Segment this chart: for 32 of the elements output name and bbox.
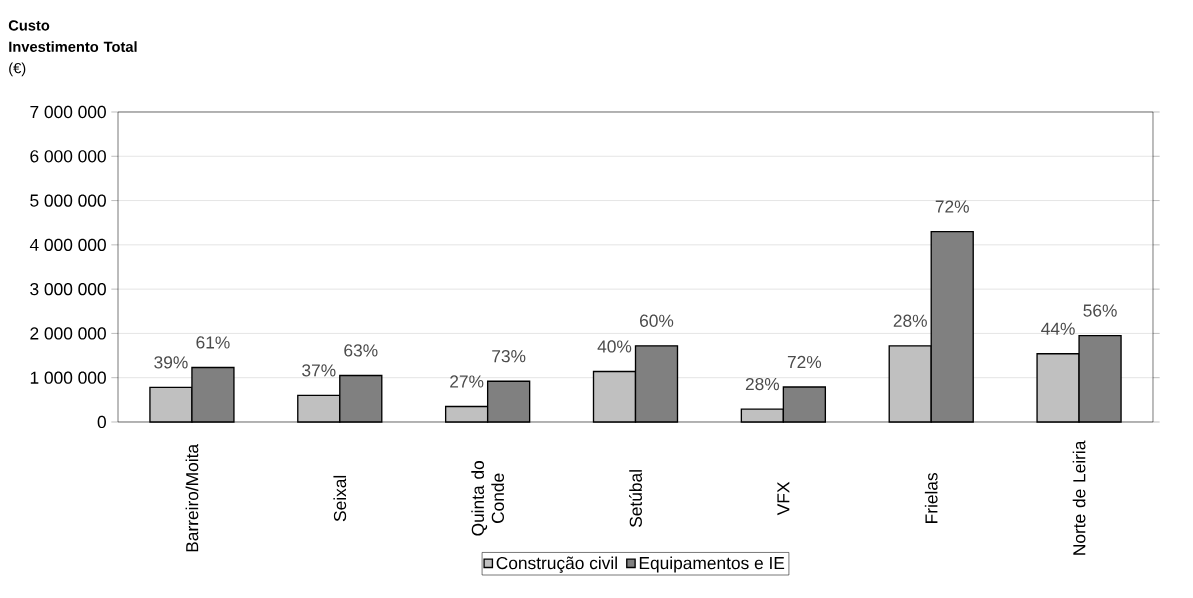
- chart-title: Custo Investimento Total (€): [8, 20, 137, 77]
- annotation: 72%: [935, 200, 969, 213]
- annotation: 37%: [302, 364, 336, 377]
- y-tick-label: 2 000 000: [30, 327, 106, 340]
- y-tick-label: 0: [97, 415, 106, 429]
- annotation: 28%: [893, 314, 927, 327]
- x-tick-label: Setúbal: [629, 470, 642, 527]
- annotation: 44%: [1041, 322, 1075, 335]
- y-tick-label: 3 000 000: [30, 282, 106, 296]
- y-tick-label: 5 000 000: [30, 194, 106, 207]
- legend-label: Construção civil: [496, 556, 617, 573]
- annotation: 61%: [196, 336, 230, 349]
- annotation: 72%: [787, 355, 822, 369]
- annotation: 60%: [640, 314, 674, 327]
- annotation: 56%: [1083, 304, 1117, 317]
- y-tick-label: 6 000 000: [30, 150, 106, 163]
- annotation: 40%: [597, 340, 632, 353]
- annotation: 63%: [344, 344, 378, 357]
- y-tick-label: 7 000 000: [30, 105, 106, 119]
- x-tick-label: Norte de Leiria: [1072, 440, 1086, 555]
- annotation: 28%: [745, 377, 780, 391]
- x-tick-label: Barreiro/Moita: [185, 443, 199, 552]
- x-tick-label: Seixal: [333, 475, 347, 522]
- y-tick-label: 4 000 000: [29, 238, 106, 251]
- y-tick-label: 1 000 000: [30, 371, 106, 384]
- annotation: 39%: [154, 356, 188, 369]
- x-tick-label: Quinta do Conde: [471, 461, 505, 536]
- x-tick-label: Frielas: [924, 472, 938, 523]
- x-tick-label: VFX: [777, 481, 790, 516]
- annotation: 73%: [492, 350, 526, 363]
- annotation: 27%: [450, 375, 484, 388]
- legend-label: Equipamentos e IE: [639, 556, 785, 573]
